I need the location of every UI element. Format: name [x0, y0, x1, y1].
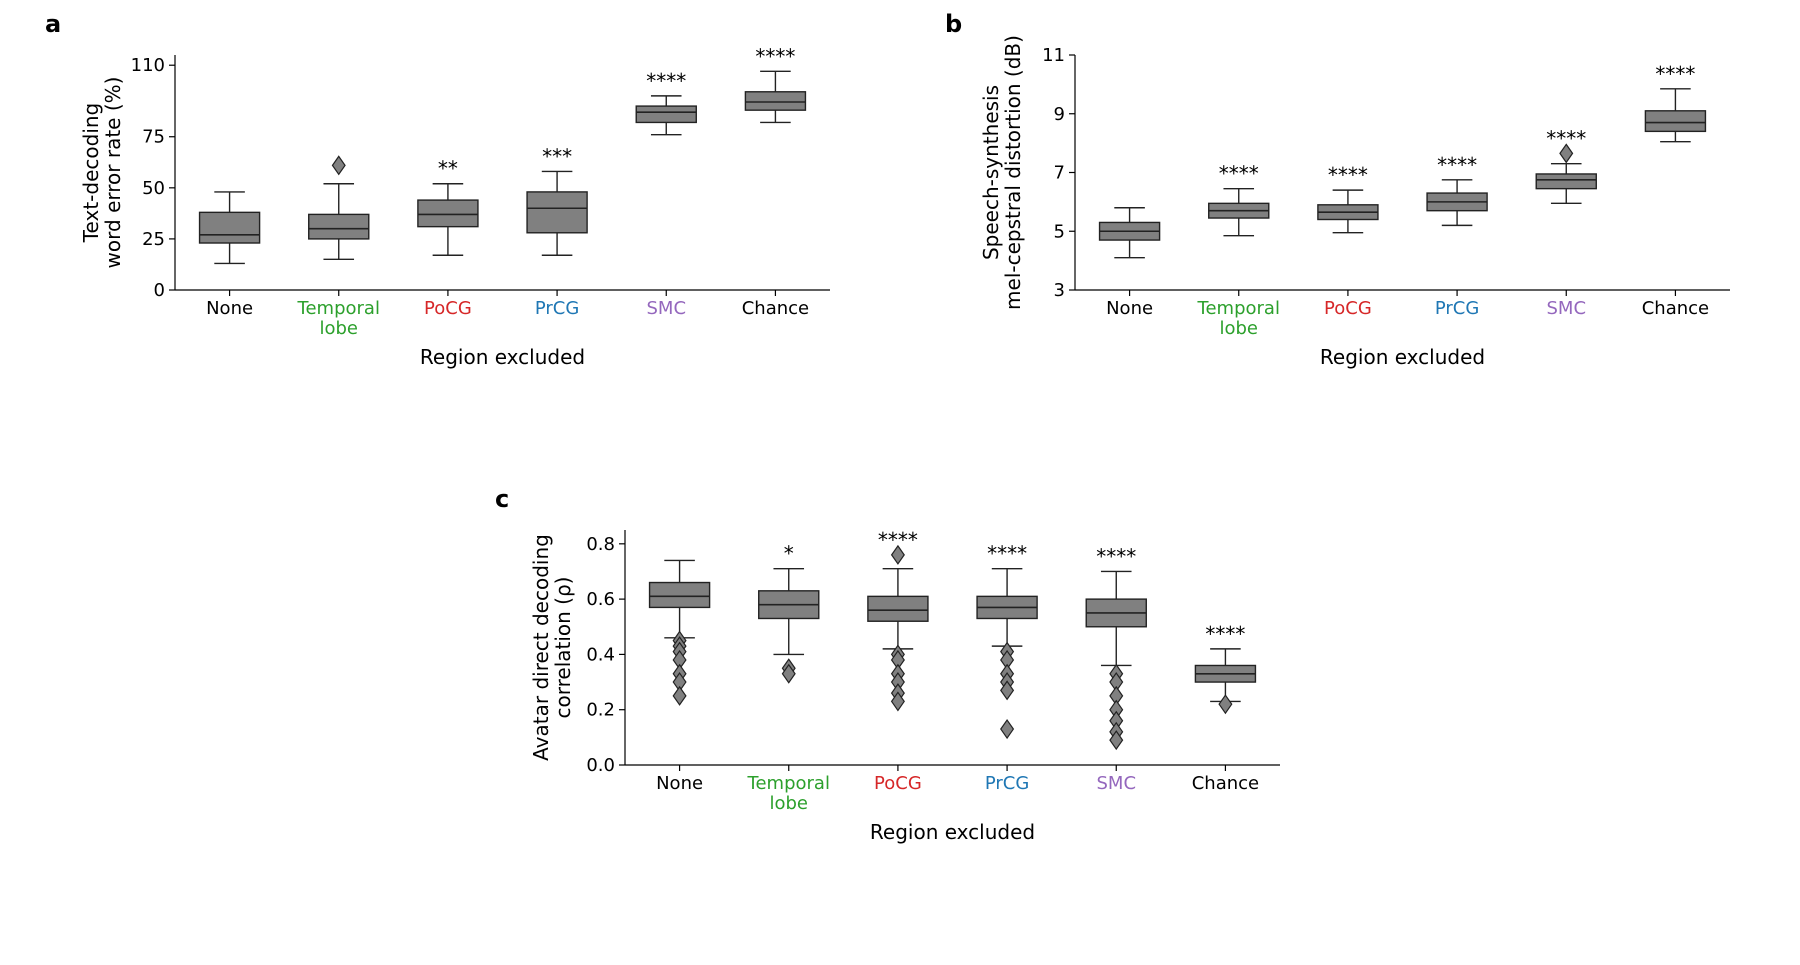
panel-label-b: b	[945, 10, 962, 38]
y-axis-title: Text-decodingword error rate (%)	[79, 77, 125, 269]
ytick-label: 0.4	[586, 644, 615, 665]
ytick-label: 0.6	[586, 589, 615, 610]
panel-label-c: c	[495, 485, 509, 513]
x-category-label: Temporallobe	[747, 773, 830, 814]
x-category-label: PrCG	[1435, 298, 1479, 319]
ytick-label: 5	[1054, 221, 1065, 242]
significance-marker: ****	[1328, 163, 1368, 187]
significance-marker: ****	[987, 542, 1027, 566]
x-category-label: Temporallobe	[1197, 298, 1280, 339]
boxplot-box	[418, 184, 478, 256]
boxplot-box	[977, 569, 1037, 738]
significance-marker: *	[784, 542, 794, 566]
significance-marker: ****	[1219, 162, 1259, 186]
x-category-label: Chance	[742, 298, 809, 319]
y-axis-title: Speech-synthesismel-cepstral distortion …	[979, 35, 1025, 310]
x-category-label: PrCG	[985, 773, 1029, 794]
y-axis-title: Avatar direct decodingcorrelation (ρ)	[529, 534, 575, 761]
x-axis-title: Region excluded	[420, 345, 585, 369]
significance-marker: **	[438, 157, 458, 181]
ytick-label: 7	[1054, 163, 1065, 184]
ytick-label: 3	[1054, 280, 1065, 301]
boxplot-box	[759, 569, 819, 683]
x-axis-title: Region excluded	[870, 820, 1035, 844]
figure: a 0255075110Text-decodingword error rate…	[0, 0, 1800, 965]
x-category-label: SMC	[1096, 773, 1136, 794]
ytick-label: 50	[142, 178, 165, 199]
boxplot-box	[1427, 180, 1487, 226]
x-category-label: SMC	[646, 298, 686, 319]
boxplot-box	[1195, 649, 1255, 713]
x-category-label: PoCG	[1324, 298, 1372, 319]
boxplot-box	[200, 192, 260, 264]
boxplot-box	[650, 560, 710, 704]
boxplot-box	[1209, 189, 1269, 236]
ytick-label: 9	[1054, 104, 1065, 125]
ytick-label: 0.0	[586, 755, 615, 776]
x-category-label: Chance	[1192, 773, 1259, 794]
boxplot-box	[1086, 571, 1146, 749]
ytick-label: 0	[154, 280, 165, 301]
significance-marker: ****	[1096, 544, 1136, 568]
significance-marker: ****	[1655, 62, 1695, 86]
ytick-label: 25	[142, 229, 165, 250]
ytick-label: 110	[131, 55, 165, 76]
panel-b: 3 5 7 9 11 Speech-synthesismel-cepstral disto…	[980, 25, 1740, 385]
panel-label-a: a	[45, 10, 61, 38]
boxplot-box	[636, 96, 696, 135]
x-category-label: SMC	[1546, 298, 1586, 319]
x-category-label: None	[206, 298, 253, 319]
ytick-label: 11	[1042, 45, 1065, 66]
significance-marker: ****	[878, 528, 918, 552]
significance-marker: ****	[1546, 126, 1586, 150]
significance-marker: ****	[755, 44, 795, 68]
significance-marker: ***	[542, 144, 572, 168]
boxplot-box	[1100, 208, 1160, 258]
panel-c: 0.0 0.2 0.4 0.6 0.8 Avatar direct decodingcor…	[530, 500, 1290, 860]
x-axis-title: Region excluded	[1320, 345, 1485, 369]
x-category-label: PoCG	[424, 298, 472, 319]
boxplot-box	[1536, 144, 1596, 203]
significance-marker: ****	[1437, 153, 1477, 177]
x-category-label: PrCG	[535, 298, 579, 319]
x-category-label: PoCG	[874, 773, 922, 794]
x-category-label: None	[1106, 298, 1153, 319]
boxplot-box	[527, 171, 587, 255]
significance-marker: ****	[646, 69, 686, 93]
x-category-label: Temporallobe	[297, 298, 380, 339]
x-category-label: Chance	[1642, 298, 1709, 319]
x-category-label: None	[656, 773, 703, 794]
ytick-label: 0.8	[586, 534, 615, 555]
boxplot-box	[309, 156, 369, 259]
boxplot-box	[868, 546, 928, 711]
ytick-label: 75	[142, 127, 165, 148]
ytick-label: 0.2	[586, 700, 615, 721]
boxplot-box	[1645, 89, 1705, 142]
panel-a: 0 25 50 75 110 Text-decodingword error rate (…	[80, 25, 840, 385]
significance-marker: ****	[1205, 622, 1245, 646]
boxplot-box	[745, 71, 805, 122]
boxplot-box	[1318, 190, 1378, 233]
